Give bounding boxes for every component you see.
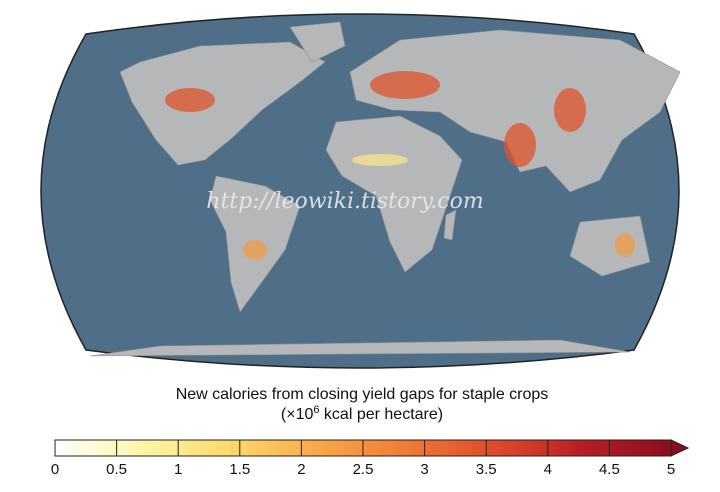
subtitle-text: kcal per hectare) <box>319 406 443 423</box>
land <box>89 21 681 357</box>
colorbar-tick-label: 2.5 <box>353 461 374 478</box>
colorbar-tick-label: 0 <box>51 461 59 478</box>
hotspots <box>165 71 635 260</box>
colorbar: 0 0.5 1 1.5 2 2.5 3 3.5 4 4.5 5 <box>51 439 690 478</box>
subtitle-superscript: 6 <box>313 404 319 416</box>
colorbar-tick-label: 5 <box>667 461 675 478</box>
colorbar-tick-label: 0.5 <box>106 461 127 478</box>
watermark: http://leowiki.tistory.com <box>206 189 483 214</box>
colorbar-tick-label: 1.5 <box>229 461 250 478</box>
colorbar-tick-label: 2 <box>297 461 305 478</box>
colorbar-tick-label: 4 <box>544 461 552 478</box>
legend-title: New calories from closing yield gaps for… <box>176 386 549 403</box>
colorbar-tick-label: 3.5 <box>476 461 497 478</box>
legend-subtitle: (×106 kcal per hectare) <box>281 404 443 423</box>
colorbar-tick-label: 1 <box>174 461 182 478</box>
colorbar-extension <box>670 439 690 457</box>
subtitle-text: (×10 <box>281 406 314 423</box>
colorbar-tick-label: 3 <box>420 461 428 478</box>
world-map: http://leowiki.tistory.com <box>40 13 681 369</box>
colorbar-tick-label: 4.5 <box>599 461 620 478</box>
